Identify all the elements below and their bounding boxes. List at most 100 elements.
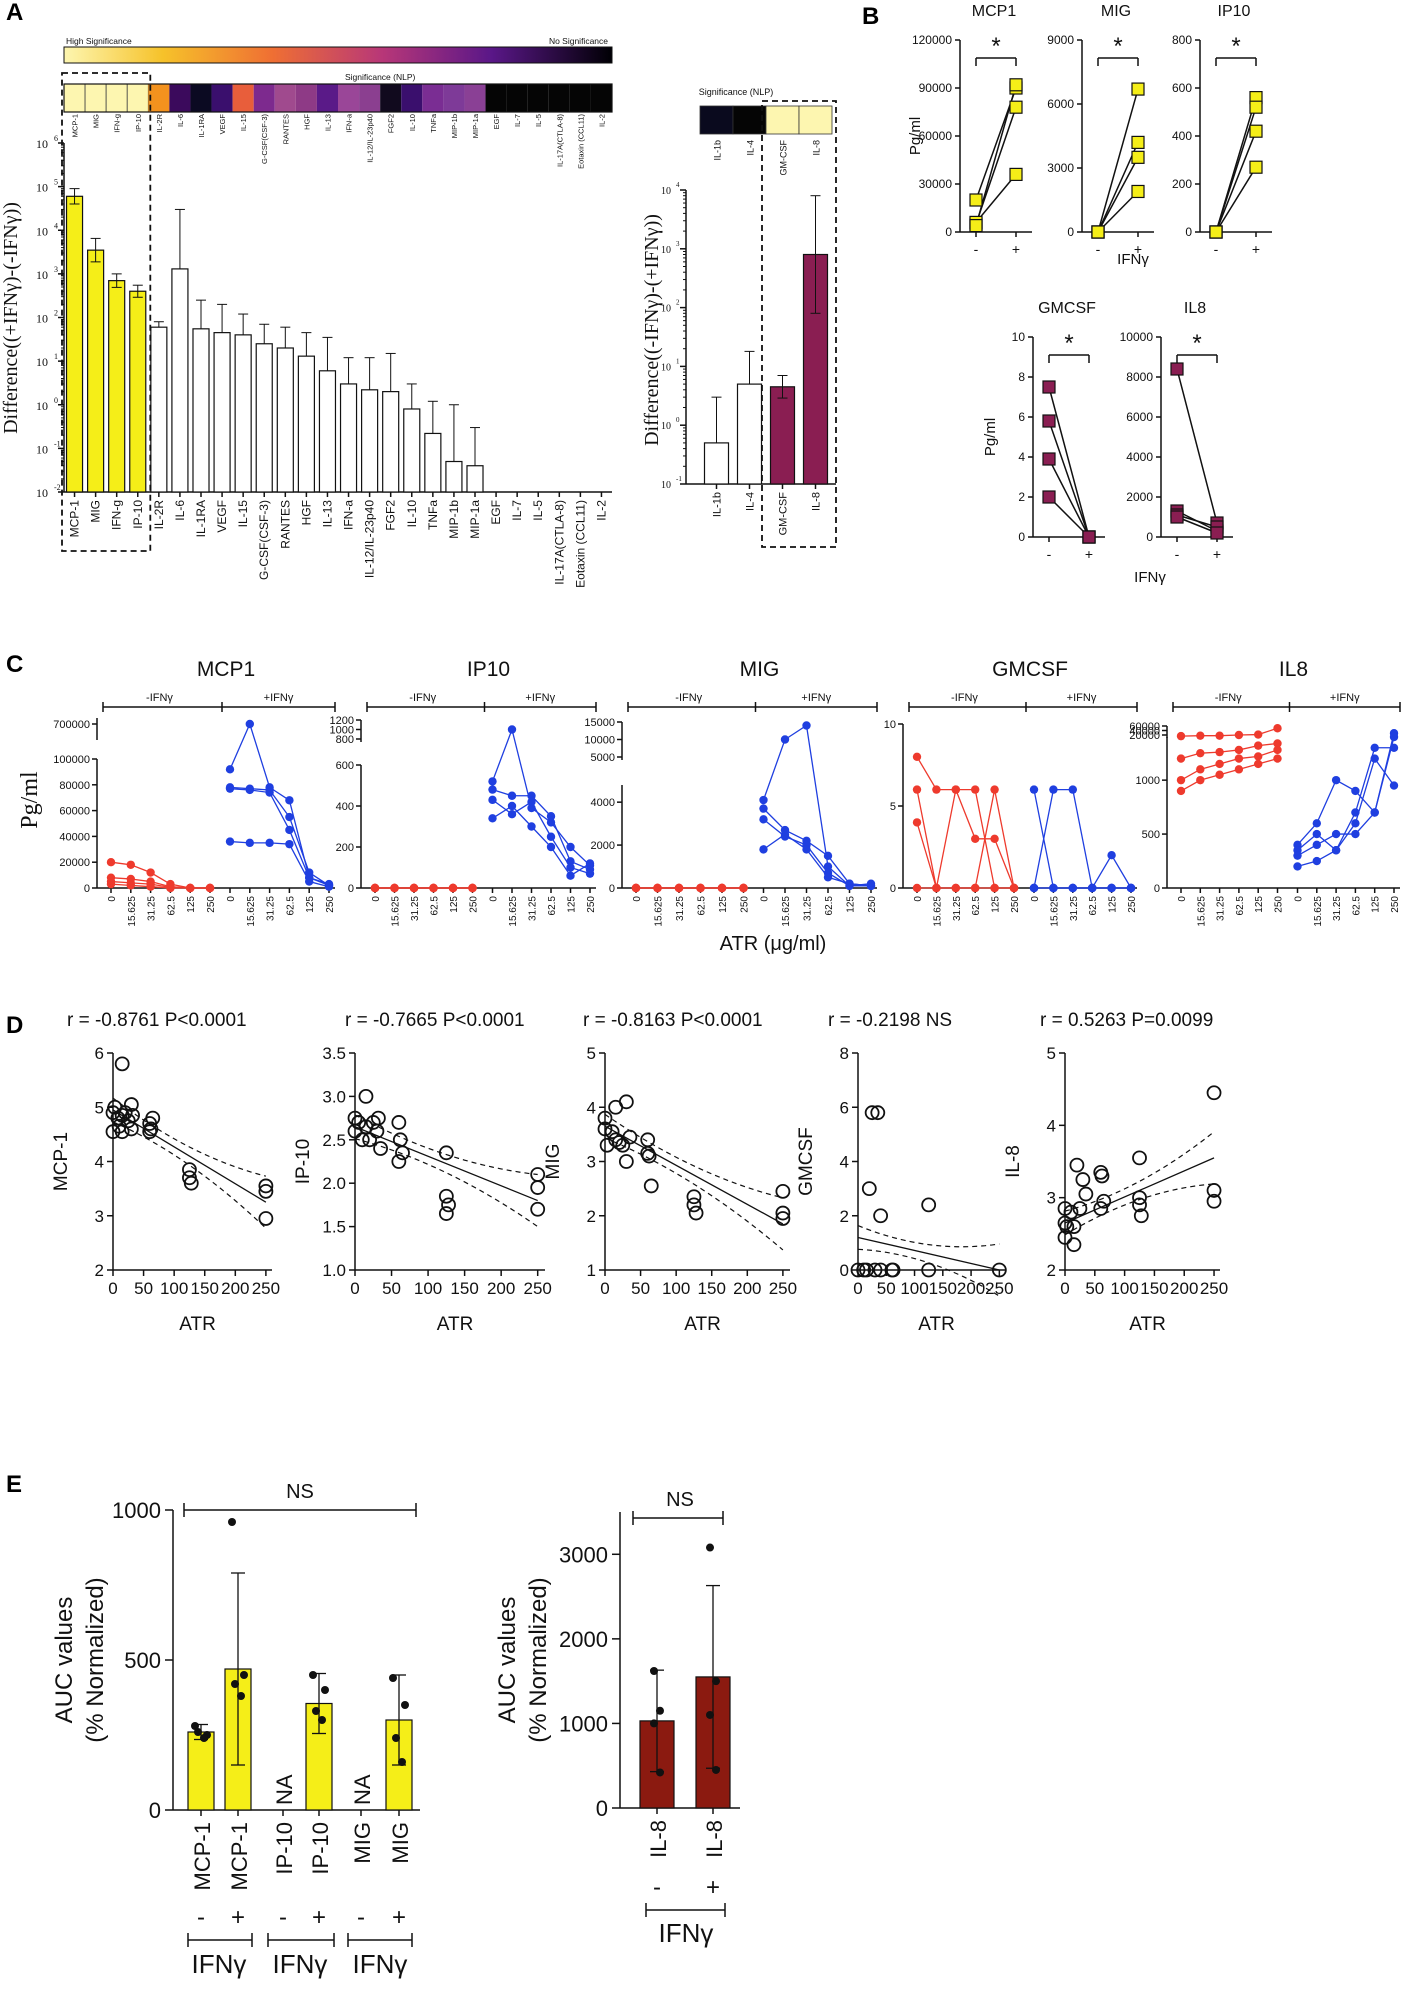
y-tick-exponent: 0	[676, 416, 680, 424]
heat-cell-IL-2R	[148, 84, 170, 112]
x-tick-label-62.5: 62.5	[1351, 896, 1362, 916]
x-tick-label-125: 125	[991, 896, 1002, 913]
data-point	[712, 1677, 720, 1686]
x-tick-label: 0	[1060, 1279, 1069, 1298]
x-tick-label-neg: -	[1214, 241, 1219, 257]
y-tick-label-upper: 60000	[1129, 721, 1160, 733]
group-label-neg: -IFNγ	[409, 692, 436, 704]
x-tick-label-31.25: 31.25	[528, 896, 539, 921]
data-point	[265, 838, 274, 848]
y-tick-label: 0	[1154, 883, 1160, 895]
heat-cell-label: TNFa	[429, 113, 438, 133]
c-title-IP10: IP10	[467, 658, 510, 681]
heat-cell-IL-1RA	[190, 84, 212, 112]
y-tick-label: 60000	[919, 129, 953, 143]
bar-IFN-a	[339, 383, 358, 493]
y-tick-label: 6	[1018, 410, 1025, 424]
y-tick-label: 120000	[912, 33, 952, 47]
y-tick-label: 200	[336, 842, 354, 854]
data-point	[389, 1674, 397, 1682]
y-tick-label-upper: 5000	[591, 752, 615, 764]
d-stat-IL-8: r = 0.5263 P=0.0099	[1040, 1010, 1213, 1031]
b-y-label: Pg/ml	[982, 418, 999, 456]
x-tick-label-125: 125	[846, 896, 857, 913]
data-point	[231, 1680, 239, 1688]
data-point	[1049, 785, 1058, 794]
bar-IL-10	[403, 408, 421, 493]
y-tick-label: 100000	[53, 754, 90, 766]
data-point	[546, 812, 556, 821]
data-point	[990, 883, 999, 893]
data-point	[351, 1115, 367, 1130]
point-neg	[969, 193, 983, 207]
x-tick-label-0: 0	[371, 896, 382, 902]
y-tick-label: 2	[587, 1207, 596, 1226]
d-y-label: MCP-1	[51, 1132, 72, 1191]
sign-label: -	[653, 1874, 661, 1901]
pair-line	[1097, 156, 1139, 233]
pair-line	[1176, 514, 1218, 528]
data-point	[362, 1132, 378, 1148]
x-tick-label-IL-8: IL-8	[646, 1820, 671, 1858]
y-tick-label: 0	[1146, 530, 1153, 544]
data-point	[1234, 745, 1244, 755]
x-tick-label: 150	[698, 1279, 726, 1298]
data-point	[401, 1701, 409, 1709]
heat-cell-label: IL-13	[323, 114, 332, 131]
data-point	[656, 1706, 664, 1715]
heat-cell-label: IL-5	[534, 114, 543, 127]
data-point	[1215, 759, 1224, 769]
bar-MIP-1b	[445, 460, 463, 493]
data-point	[859, 1262, 874, 1278]
pair-line	[1048, 458, 1090, 538]
y-tick-label: 4	[95, 1153, 104, 1172]
data-point	[1176, 731, 1186, 741]
data-point	[488, 785, 497, 794]
y-tick-label-upper: 20000	[1129, 730, 1160, 742]
heat-cell-label: IL-10	[408, 114, 417, 131]
data-point	[640, 1145, 656, 1161]
x-tick-label-IL-2: IL-2	[594, 500, 608, 521]
b-x-label-top: IFNγ	[1117, 251, 1149, 268]
sig-star: *	[1192, 330, 1201, 357]
data-point	[392, 1132, 408, 1148]
y-tick-label: 1000	[1136, 775, 1160, 787]
x-tick-label: 200	[221, 1279, 249, 1298]
data-point	[775, 1211, 791, 1226]
bar-IL-13	[318, 370, 337, 493]
pair-line	[1097, 190, 1139, 233]
data-point	[123, 1121, 139, 1137]
y-tick-label: 0	[840, 1261, 849, 1280]
heat-cell-label: IP-10	[134, 114, 143, 132]
d-plot-GMCSF: r = -0.2198 NS 0 2 4 6 8 0 50 100 150 200 250 GMCSF A…	[796, 1010, 1014, 1335]
data-point	[1088, 883, 1097, 893]
data-point	[438, 1206, 454, 1221]
b-plot-IP10: IP10 0 200 400 600 800 - + *	[1172, 3, 1272, 257]
x-tick-label-Eotaxin (CCL11): Eotaxin (CCL11)	[573, 500, 587, 588]
b-title-IL8: IL8	[1184, 300, 1206, 317]
data-point	[125, 1107, 140, 1123]
data-point	[1107, 883, 1116, 893]
data-point	[448, 883, 458, 893]
data-point	[438, 1145, 454, 1161]
y-tick-label: 1000	[559, 1711, 608, 1736]
y-tick-label: 10	[661, 186, 671, 197]
data-point	[186, 883, 195, 893]
x-tick-label-MIP-1b: MIP-1b	[447, 500, 461, 539]
x-tick-label-62.5: 62.5	[547, 896, 558, 916]
data-point	[488, 795, 497, 805]
pair-line	[1176, 516, 1218, 534]
heat-cell-label: RANTES	[281, 114, 290, 144]
data-point	[1234, 730, 1244, 740]
heat-cell-MIP-1b	[443, 84, 465, 112]
data-point	[488, 814, 497, 823]
y-tick-label: 90000	[919, 81, 953, 95]
data-point	[1389, 781, 1399, 790]
d-y-label: IP-10	[293, 1139, 314, 1184]
b-plot-MCP1: MCP1 0 30000 60000 90000 120000 - + * Pg/ml	[907, 3, 1032, 257]
x-tick-label: 250	[524, 1279, 552, 1298]
y-tick-label: 10	[36, 442, 48, 456]
data-point	[802, 721, 811, 730]
heat-cell-MIP-1a	[464, 84, 486, 112]
point-neg	[1042, 452, 1056, 466]
